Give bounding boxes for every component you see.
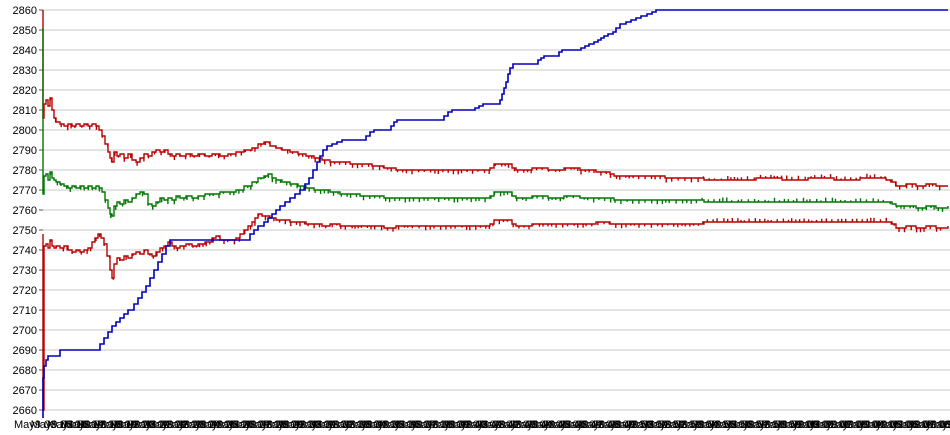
x-axis-label: May9 09:00:00 — [761, 419, 834, 431]
x-axis-label: May9 08:36:00 — [363, 419, 436, 431]
x-axis-label: May9 08:45:00 — [512, 419, 585, 431]
y-axis-label: 2700 — [13, 325, 37, 337]
y-axis-label: 2850 — [13, 25, 37, 37]
series-red-lower — [42, 213, 949, 411]
x-axis-label: May9 08:23:00 — [147, 419, 220, 431]
y-axis-label: 2670 — [13, 385, 37, 397]
y-axis-label: 2790 — [13, 145, 37, 157]
x-axis-label: May9 08:31:00 — [280, 419, 353, 431]
y-axis-label: 2810 — [13, 105, 37, 117]
x-axis-label: May9 08:47:00 — [545, 419, 618, 431]
x-axis-label: May9 08:32:00 — [296, 419, 369, 431]
x-axis-label: May9 09:02:00 — [794, 419, 867, 431]
x-axis-label: May9 08:33:00 — [313, 419, 386, 431]
y-axis-label: 2840 — [13, 45, 37, 57]
x-axis-label: May9 08:35:00 — [346, 419, 419, 431]
x-axis-label: May9 08:25:00 — [180, 419, 253, 431]
x-axis-label: May9 09:06:00 — [861, 419, 934, 431]
x-axis-label: May9 08:54:00 — [661, 419, 734, 431]
series-green-mid-noise — [49, 172, 944, 219]
y-axis-label: 2820 — [13, 85, 37, 97]
x-axis-label: May9 08:19:00 — [80, 419, 153, 431]
x-axis-label: May9 08:40:00 — [429, 419, 502, 431]
x-axis-label: May9 08:51:00 — [612, 419, 685, 431]
x-axis-label: May9 08:21:00 — [114, 419, 187, 431]
x-axis-label: May9 08:53:00 — [645, 419, 718, 431]
y-axis-label: 2800 — [13, 125, 37, 137]
x-axis-label: May9 09:03:00 — [811, 419, 884, 431]
x-axis-label: May9 09:10:00 — [927, 419, 950, 431]
x-axis-label: May9 09:08:00 — [894, 419, 950, 431]
x-axis-label: May9 08:28:00 — [230, 419, 303, 431]
x-axis-label: May9 08:46:00 — [529, 419, 602, 431]
x-axis-label: May9 08:44:00 — [495, 419, 568, 431]
x-axis-label: May9 08:34:00 — [329, 419, 402, 431]
y-axis-label: 2760 — [13, 205, 37, 217]
x-axis-label: May9 09:05:00 — [844, 419, 917, 431]
x-axis-label: May9 08:37:00 — [379, 419, 452, 431]
y-axis-label: 2830 — [13, 65, 37, 77]
y-axis-label: 2710 — [13, 305, 37, 317]
x-axis-label: May9 08:16:00 — [31, 419, 104, 431]
x-axis-label: May9 08:57:00 — [711, 419, 784, 431]
x-axis-label: May9 08:42:00 — [462, 419, 535, 431]
x-axis-label: May9 08:41:00 — [446, 419, 519, 431]
x-axis-label: May9 08:50:00 — [595, 419, 668, 431]
y-axis-label: 2690 — [13, 345, 37, 357]
x-axis-label: May9 09:01:00 — [778, 419, 851, 431]
x-axis-label: May9 08:52:00 — [628, 419, 701, 431]
x-axis-label: May9 08:22:00 — [130, 419, 203, 431]
y-axis-label: 2770 — [13, 185, 37, 197]
x-axis-label: May9 08:24:00 — [163, 419, 236, 431]
x-axis-label: May9 08:18:00 — [64, 419, 137, 431]
x-axis-label: May9 08:27:00 — [213, 419, 286, 431]
series-green-mid — [42, 28, 949, 217]
x-axis-label: May9 08:49:00 — [578, 419, 651, 431]
x-axis-label: May9 08:59:00 — [744, 419, 817, 431]
y-axis-label: 2730 — [13, 265, 37, 277]
x-axis-label: May9 08:29:00 — [246, 419, 319, 431]
x-axis-label: May9 08:15:00 — [14, 419, 87, 431]
y-axis-label: 2740 — [13, 245, 37, 257]
x-axis-label: May9 08:55:00 — [678, 419, 751, 431]
x-axis-label: May9 08:20:00 — [97, 419, 170, 431]
series-red-upper-noise — [49, 98, 941, 191]
x-axis-label: May9 08:30:00 — [263, 419, 336, 431]
x-axis-label: May9 09:07:00 — [877, 419, 950, 431]
series-red-upper — [42, 10, 948, 187]
y-axis-label: 2680 — [13, 365, 37, 377]
x-axis-label: May9 08:48:00 — [562, 419, 635, 431]
x-axis-label: May9 08:26:00 — [197, 419, 270, 431]
y-axis-label: 2720 — [13, 285, 37, 297]
y-axis-label: 2660 — [13, 405, 37, 417]
y-axis-label: 2780 — [13, 165, 37, 177]
y-axis-label: 2750 — [13, 225, 37, 237]
x-axis-label: May9 08:17:00 — [47, 419, 120, 431]
x-axis-label: May9 09:09:00 — [910, 419, 950, 431]
x-axis-label: May9 08:38:00 — [396, 419, 469, 431]
x-axis-label: May9 09:04:00 — [827, 419, 900, 431]
series-blue-step — [42, 9, 948, 418]
x-axis-label: May9 08:39:00 — [412, 419, 485, 431]
x-axis-label: May9 08:58:00 — [728, 419, 801, 431]
x-axis-label: May9 08:56:00 — [695, 419, 768, 431]
y-axis-label: 2860 — [13, 5, 37, 17]
x-axis-label: May9 08:43:00 — [479, 419, 552, 431]
